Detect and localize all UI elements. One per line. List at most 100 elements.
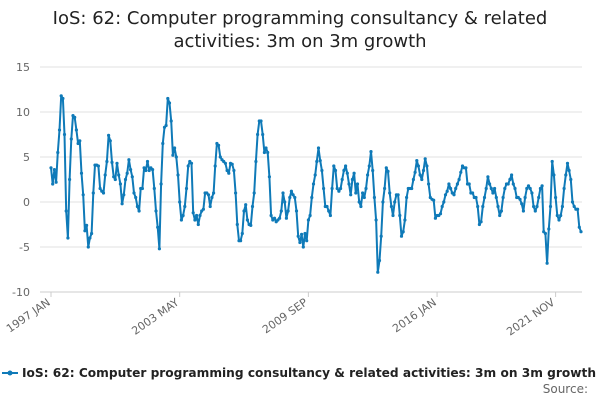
data-point[interactable] <box>145 159 150 164</box>
data-point[interactable] <box>56 150 60 155</box>
data-point[interactable] <box>245 218 249 222</box>
data-point[interactable] <box>372 195 376 200</box>
data-point[interactable] <box>281 191 285 195</box>
data-point[interactable] <box>510 173 514 177</box>
data-point[interactable] <box>49 166 53 170</box>
data-point[interactable] <box>576 207 580 211</box>
data-point[interactable] <box>179 218 183 222</box>
data-point[interactable] <box>445 189 449 193</box>
data-point[interactable] <box>112 175 116 179</box>
data-point[interactable] <box>479 220 483 224</box>
data-point[interactable] <box>83 229 87 233</box>
data-point[interactable] <box>134 195 138 200</box>
data-point[interactable] <box>554 195 558 200</box>
data-point[interactable] <box>140 186 144 191</box>
data-point[interactable] <box>421 168 426 173</box>
data-point[interactable] <box>272 216 277 220</box>
data-point[interactable] <box>545 261 549 265</box>
data-point[interactable] <box>123 177 128 182</box>
data-point[interactable] <box>570 200 575 204</box>
data-point[interactable] <box>340 177 344 182</box>
data-point[interactable] <box>452 193 456 197</box>
data-point[interactable] <box>559 213 563 218</box>
data-point[interactable] <box>169 119 173 123</box>
data-point[interactable] <box>410 186 414 191</box>
data-point[interactable] <box>476 204 480 209</box>
data-point[interactable] <box>399 234 404 238</box>
data-point[interactable] <box>249 223 253 227</box>
data-point[interactable] <box>530 191 534 195</box>
data-point[interactable] <box>518 197 522 201</box>
data-point[interactable] <box>256 132 260 137</box>
data-point[interactable] <box>547 227 551 231</box>
data-point[interactable] <box>117 173 121 177</box>
data-point[interactable] <box>310 195 314 200</box>
data-point[interactable] <box>267 175 271 179</box>
data-point[interactable] <box>320 168 324 173</box>
data-point[interactable] <box>491 191 495 195</box>
data-point[interactable] <box>577 225 581 229</box>
data-point[interactable] <box>349 193 353 197</box>
data-point[interactable] <box>217 143 221 147</box>
data-point[interactable] <box>374 218 378 222</box>
data-point[interactable] <box>105 159 109 164</box>
data-point[interactable] <box>183 204 187 209</box>
data-point[interactable] <box>418 173 422 177</box>
data-point[interactable] <box>565 161 570 165</box>
data-point[interactable] <box>261 132 265 137</box>
data-point[interactable] <box>288 195 292 200</box>
data-point[interactable] <box>130 175 134 179</box>
data-point[interactable] <box>413 170 417 174</box>
data-point[interactable] <box>250 204 255 209</box>
data-point[interactable] <box>88 236 92 240</box>
data-point[interactable] <box>225 168 229 173</box>
data-point[interactable] <box>125 171 129 175</box>
data-point[interactable] <box>186 164 190 168</box>
data-point[interactable] <box>159 182 163 186</box>
data-point[interactable] <box>367 164 371 168</box>
data-point[interactable] <box>337 189 341 193</box>
data-point[interactable] <box>259 119 263 123</box>
data-point[interactable] <box>201 207 205 211</box>
data-point[interactable] <box>454 186 458 191</box>
data-point[interactable] <box>239 239 243 243</box>
data-point[interactable] <box>415 159 419 163</box>
data-point[interactable] <box>232 168 236 173</box>
data-point[interactable] <box>316 146 321 150</box>
data-point[interactable] <box>206 193 211 197</box>
data-point[interactable] <box>513 186 517 191</box>
data-point[interactable] <box>325 204 329 209</box>
data-point[interactable] <box>398 213 402 218</box>
data-point[interactable] <box>535 204 539 209</box>
data-point[interactable] <box>227 171 231 175</box>
data-point[interactable] <box>366 173 370 177</box>
data-point[interactable] <box>78 139 82 143</box>
data-point[interactable] <box>164 123 168 128</box>
data-point[interactable] <box>548 204 553 209</box>
data-point[interactable] <box>335 186 339 191</box>
data-point[interactable] <box>208 204 212 209</box>
data-point[interactable] <box>540 184 544 188</box>
data-point[interactable] <box>345 171 349 175</box>
data-point[interactable] <box>223 161 227 165</box>
data-point[interactable] <box>333 168 338 173</box>
data-point[interactable] <box>284 216 288 220</box>
data-point[interactable] <box>322 186 326 191</box>
data-point[interactable] <box>76 141 80 146</box>
data-point[interactable] <box>132 191 136 195</box>
data-point[interactable] <box>278 216 282 220</box>
data-point[interactable] <box>493 186 497 191</box>
data-point[interactable] <box>306 218 310 222</box>
data-point[interactable] <box>405 195 409 200</box>
data-point[interactable] <box>300 232 304 236</box>
data-point[interactable] <box>393 200 397 204</box>
data-point[interactable] <box>550 159 554 164</box>
data-point[interactable] <box>266 150 270 155</box>
data-point[interactable] <box>210 195 214 200</box>
data-point[interactable] <box>459 170 463 174</box>
data-point[interactable] <box>103 173 107 177</box>
data-point[interactable] <box>339 186 343 191</box>
data-point[interactable] <box>152 186 156 191</box>
data-point[interactable] <box>362 195 366 200</box>
data-point[interactable] <box>173 146 177 150</box>
